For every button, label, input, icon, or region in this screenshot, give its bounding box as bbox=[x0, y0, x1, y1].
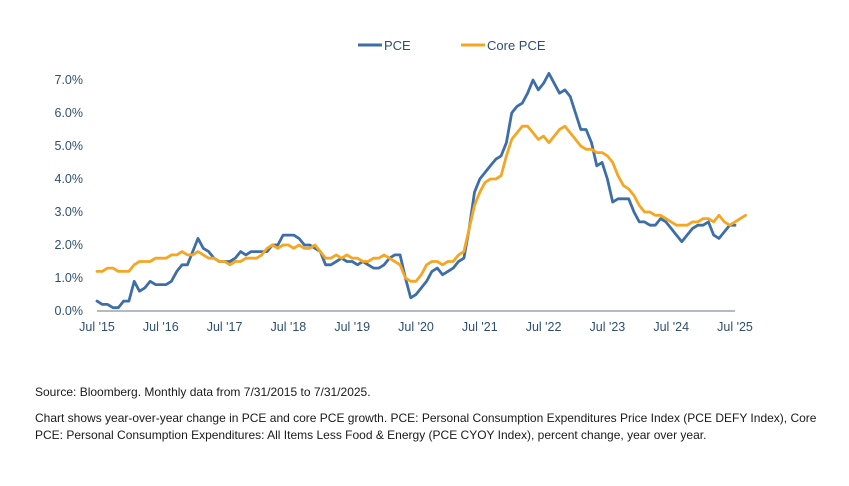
series-line-core-pce bbox=[95, 124, 747, 283]
x-tick-label: Jul '21 bbox=[462, 320, 498, 334]
x-tick-label: Jul '23 bbox=[590, 320, 626, 334]
x-tick-label: Jul '16 bbox=[143, 320, 179, 334]
plot-lines bbox=[95, 72, 747, 310]
x-tick-label: Jul '15 bbox=[79, 320, 115, 334]
y-tick-label: 4.0% bbox=[55, 172, 84, 186]
chart-notes: Source: Bloomberg. Monthly data from 7/3… bbox=[35, 384, 835, 453]
y-axis: 0.0% 1.0% 2.0% 3.0% 4.0% 5.0% 6.0% 7.0% bbox=[55, 73, 84, 318]
y-tick-label: 3.0% bbox=[55, 205, 84, 219]
y-tick-label: 2.0% bbox=[55, 238, 84, 252]
legend: PCE Core PCE bbox=[358, 38, 546, 53]
series-line-pce bbox=[95, 72, 737, 310]
x-tick-label: Jul '18 bbox=[271, 320, 307, 334]
source-note: Source: Bloomberg. Monthly data from 7/3… bbox=[35, 385, 371, 399]
legend-label: Core PCE bbox=[487, 38, 546, 53]
y-tick-label: 1.0% bbox=[55, 271, 84, 285]
x-tick-label: Jul '17 bbox=[207, 320, 243, 334]
y-tick-label: 6.0% bbox=[55, 106, 84, 120]
y-tick-label: 7.0% bbox=[55, 73, 84, 87]
x-tick-label: Jul '20 bbox=[398, 320, 434, 334]
legend-label: PCE bbox=[384, 38, 411, 53]
y-tick-label: 5.0% bbox=[55, 139, 84, 153]
x-axis: Jul '15 Jul '16 Jul '17 Jul '18 Jul '19 Jul '… bbox=[79, 310, 753, 334]
x-tick-label: Jul '24 bbox=[653, 320, 689, 334]
x-tick-label: Jul '22 bbox=[526, 320, 562, 334]
x-tick-label: Jul '25 bbox=[717, 320, 753, 334]
line-chart: PCE Core PCE 0.0% 1.0% 2.0% 3.0% 4.0% 5.0% 6.0%… bbox=[55, 38, 753, 334]
y-tick-label: 0.0% bbox=[55, 304, 84, 318]
x-tick-label: Jul '19 bbox=[334, 320, 370, 334]
description-note: Chart shows year-over-year change in PCE… bbox=[35, 411, 817, 442]
